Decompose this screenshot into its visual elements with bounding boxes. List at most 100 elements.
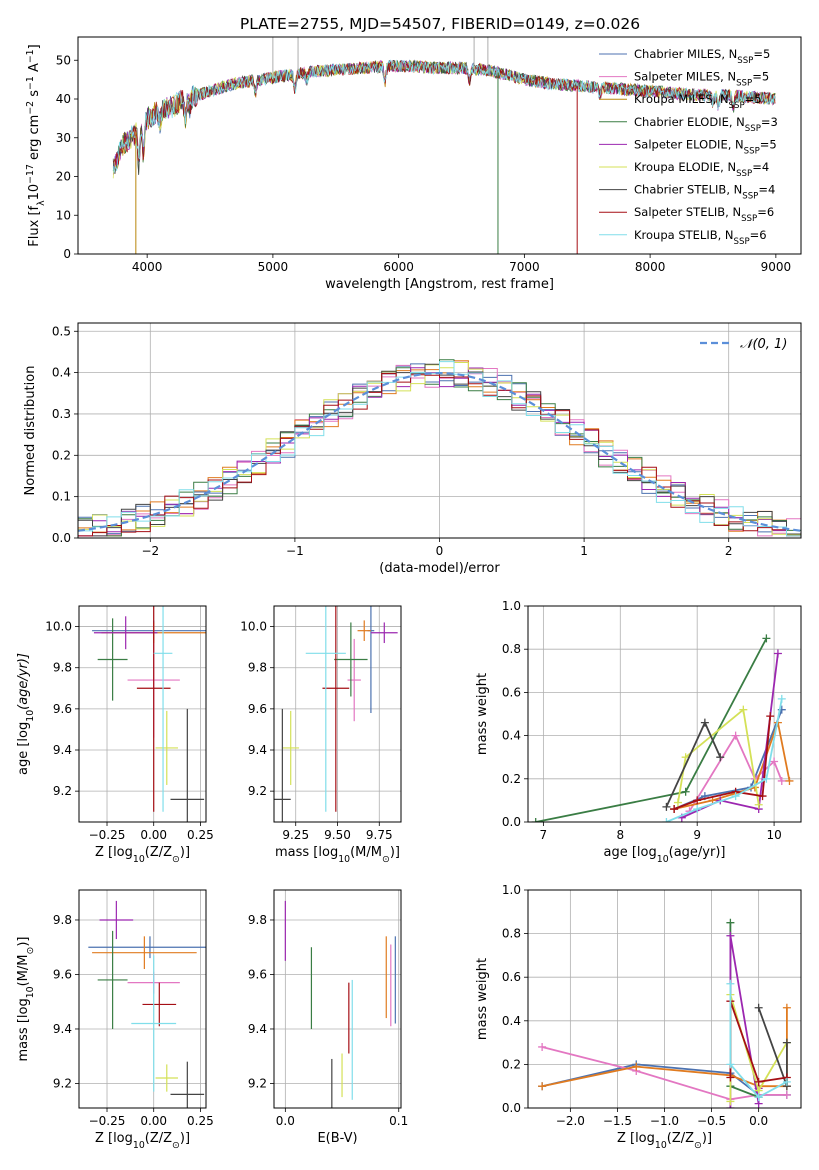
errorbar-point xyxy=(282,710,300,785)
errorbar-point xyxy=(93,616,158,650)
weight-point-marker xyxy=(754,800,763,809)
y-axis-label: age [log10(age/yr)] xyxy=(16,653,36,775)
errorbar-point xyxy=(97,618,128,701)
errorbar-point xyxy=(131,955,177,1092)
axes-frame xyxy=(527,605,802,823)
weight-point-marker xyxy=(782,1090,791,1099)
y-tick-label: 0.0 xyxy=(502,1101,521,1115)
y-tick-label: 1.0 xyxy=(502,599,521,613)
errorbar-point xyxy=(136,606,171,812)
x-axis-label: E(B-V) xyxy=(317,1131,357,1146)
plot-area xyxy=(538,918,791,1108)
axes-frame xyxy=(77,322,802,539)
x-tick-label: 9.75 xyxy=(366,828,393,842)
weight-point-marker xyxy=(538,1042,547,1051)
x-tick-label: 0.00 xyxy=(140,1114,167,1128)
legend-label: Kroupa MILES, NSSP=5 xyxy=(634,92,762,111)
weight-point-marker xyxy=(662,802,671,811)
panel-age-vs-mass: 9.25 9.50 9.75 9.2 9.4 9.6 9.8 10.0 mass [log10(… xyxy=(240,605,402,865)
plot-area xyxy=(112,37,776,254)
weight-point-marker xyxy=(739,705,748,714)
errorbar-point xyxy=(88,936,206,959)
x-tick-label: 7 xyxy=(540,828,548,842)
x-tick-label: −1 xyxy=(286,544,304,558)
x-tick-label: 8 xyxy=(616,828,624,842)
weight-point-marker xyxy=(777,694,786,703)
weight-point-marker xyxy=(726,979,735,988)
weight-point-marker xyxy=(758,792,767,801)
weight-point-marker xyxy=(670,805,679,814)
plot-area xyxy=(284,900,396,1108)
y-tick-label: 0.6 xyxy=(502,970,521,984)
x-tick-label: −0.25 xyxy=(89,1114,126,1128)
legend: Chabrier MILES, NSSP=5 Salpeter MILES, NS… xyxy=(599,47,778,247)
y-tick-label: 40 xyxy=(56,92,71,106)
x-tick-label: 7000 xyxy=(509,260,540,274)
weight-series-line xyxy=(729,935,760,1108)
legend-label: Salpeter MILES, NSSP=5 xyxy=(634,70,769,89)
panel-age-vs-Z: −0.25 0.00 0.25 9.2 9.4 9.6 9.8 10.0 Z [log10(Z/… xyxy=(16,605,214,865)
y-tick-label: 9.4 xyxy=(53,1022,72,1036)
x-tick-label: 6000 xyxy=(383,260,414,274)
y-tick-label: 0.4 xyxy=(502,1014,521,1028)
legend-label: Salpeter ELODIE, NSSP=5 xyxy=(634,137,777,156)
y-tick-label: 0.8 xyxy=(502,642,521,656)
plot-area xyxy=(78,359,801,537)
y-axis-label: mass [log10(M/M⊙)] xyxy=(16,937,36,1062)
legend-label: Kroupa STELIB, NSSP=6 xyxy=(634,228,767,247)
x-tick-label: 9000 xyxy=(761,260,792,274)
weight-point-marker xyxy=(726,1073,735,1082)
y-tick-label: 9.2 xyxy=(53,1076,72,1090)
weight-point-marker xyxy=(538,1082,547,1091)
y-tick-label: 9.6 xyxy=(53,967,72,981)
weight-point-marker xyxy=(782,1077,791,1086)
weight-series-line xyxy=(673,716,772,810)
errorbar-point xyxy=(334,622,368,697)
errorbar-point xyxy=(92,936,197,970)
weight-point-marker xyxy=(632,1062,641,1071)
y-tick-label: 9.8 xyxy=(53,913,72,927)
x-tick-label: 0.1 xyxy=(389,1114,408,1128)
x-tick-label: 0.0 xyxy=(276,1114,295,1128)
x-tick-label: 0.0 xyxy=(749,1114,768,1128)
weight-point-marker xyxy=(700,718,709,727)
errorbar-point xyxy=(347,638,361,722)
weight-point-marker xyxy=(754,1077,763,1086)
y-tick-label: 9.4 xyxy=(248,1022,267,1036)
y-tick-label: 0.0 xyxy=(52,531,71,545)
weight-point-marker xyxy=(762,634,771,643)
legend-label: Chabrier STELIB, NSSP=4 xyxy=(634,183,775,202)
y-axis-label: mass weight xyxy=(475,958,490,1040)
y-tick-label: 1.0 xyxy=(502,883,521,897)
plot-area xyxy=(274,606,398,822)
errorbar-point xyxy=(357,620,371,641)
y-tick-label: 50 xyxy=(56,53,71,67)
x-axis-label: age [log10(age/yr)] xyxy=(604,845,726,865)
y-tick-label: 0.1 xyxy=(52,490,71,504)
weight-point-marker xyxy=(726,1097,735,1106)
y-tick-label: 0.2 xyxy=(502,1057,521,1071)
errorbar-point xyxy=(170,1061,205,1108)
errorbar-point xyxy=(153,606,173,812)
panel-weights-vs-Z: −2.0 −1.5 −1.0 −0.5 0.0 0.0 0.2 0.4 0.6 0.8 1.0 Z [… xyxy=(475,883,802,1151)
weight-point-marker xyxy=(726,918,735,927)
weight-point-marker xyxy=(777,776,786,785)
x-tick-label: −1.0 xyxy=(650,1114,679,1128)
weight-point-marker xyxy=(673,798,682,807)
axes-frame xyxy=(78,889,207,1109)
x-tick-label: 10 xyxy=(766,828,781,842)
x-tick-label: 1 xyxy=(580,544,588,558)
weight-point-marker xyxy=(531,818,540,822)
x-axis-label: Z [log10(Z/Z⊙)] xyxy=(617,1131,712,1151)
panel-weights-vs-age: 7 8 9 10 0.0 0.2 0.4 0.6 0.8 1.0 age [log10(age/yr… xyxy=(475,599,802,865)
y-tick-label: 0.2 xyxy=(502,772,521,786)
legend-label: Chabrier ELODIE, NSSP=3 xyxy=(634,115,778,134)
x-tick-label: 5000 xyxy=(258,260,289,274)
axes-frame xyxy=(77,36,802,255)
axes-frame xyxy=(527,889,802,1109)
weight-point-marker xyxy=(782,1003,791,1012)
weight-point-marker xyxy=(726,1060,735,1069)
y-tick-label: 0.5 xyxy=(52,324,71,338)
panel-mass-vs-EBV: 0.0 0.1 9.2 9.4 9.6 9.8 E(B-V) xyxy=(248,889,408,1146)
y-tick-label: 9.6 xyxy=(248,702,267,716)
